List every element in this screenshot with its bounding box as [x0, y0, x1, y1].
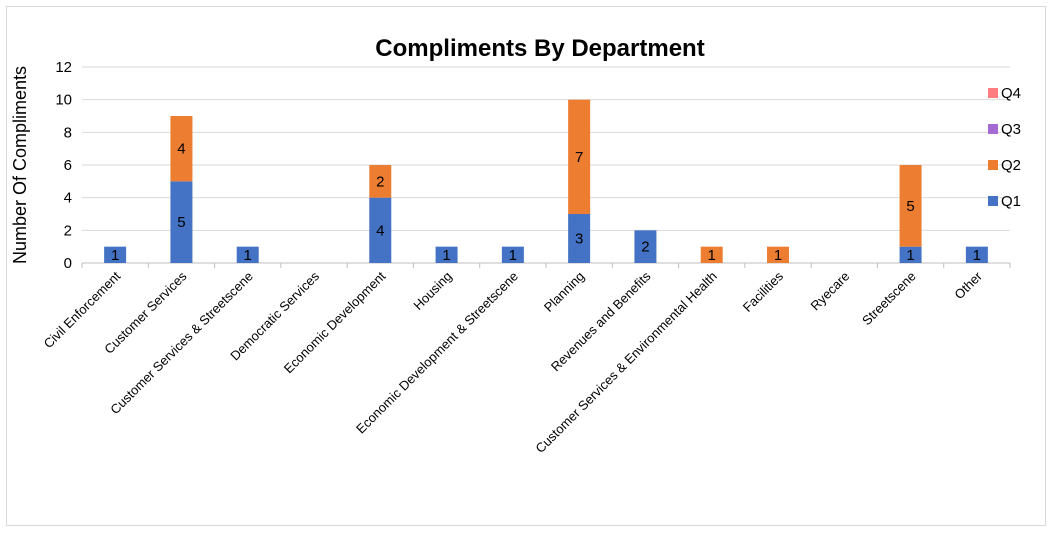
legend-label: Q4 — [1001, 85, 1021, 102]
x-tick-label: Customer Services & Streetscene — [107, 269, 256, 418]
legend-label: Q3 — [1001, 121, 1021, 138]
bar-segment-q2 — [767, 246, 789, 263]
bar-segment-q1 — [501, 246, 524, 263]
legend-label: Q2 — [1001, 157, 1021, 174]
data-label: 1 — [509, 247, 517, 264]
bar-segment-q1 — [369, 197, 392, 263]
legend-label: Q1 — [1001, 193, 1021, 210]
legend-swatch-q1 — [988, 196, 998, 206]
legend-swatch-q4 — [988, 88, 998, 98]
y-tick-label: 4 — [64, 190, 72, 207]
bar-segment-q1 — [965, 246, 988, 263]
bar-segment-q2 — [170, 116, 193, 182]
data-label: 5 — [177, 214, 185, 231]
grid-lines — [81, 66, 1011, 268]
bar-segment-q2 — [369, 165, 392, 198]
data-label: 1 — [973, 247, 981, 264]
data-label: 2 — [641, 239, 649, 256]
data-label: 3 — [575, 231, 583, 248]
x-tick-label: Other — [951, 268, 985, 302]
data-labels: 1 5 4 1 4 2 1 1 3 7 2 1 1 1 5 1 — [111, 141, 981, 264]
x-tick-label: Streetscene — [859, 269, 919, 329]
data-label: 1 — [708, 247, 716, 264]
bar-segment-q2 — [899, 165, 922, 247]
bar-segment-q1 — [236, 246, 259, 263]
bar-segment-q2 — [568, 99, 591, 214]
data-label: 1 — [244, 247, 252, 264]
y-tick-label: 2 — [64, 222, 72, 239]
y-tick-label: 10 — [55, 92, 72, 109]
bars — [104, 99, 988, 263]
data-label: 1 — [906, 247, 914, 264]
y-tick-label: 12 — [55, 59, 72, 76]
legend: Q4 Q3 Q2 Q1 — [988, 85, 1021, 210]
y-tick-label: 8 — [64, 124, 72, 141]
x-tick-label: Ryecare — [808, 269, 853, 314]
data-label: 1 — [442, 247, 450, 264]
x-tick-label: Facilities — [740, 268, 787, 315]
bar-segment-q1 — [104, 246, 127, 263]
y-axis-label: Number Of Compliments — [10, 66, 30, 264]
bar-segment-q2 — [700, 246, 723, 263]
data-label: 1 — [774, 247, 782, 264]
legend-swatch-q2 — [988, 160, 998, 170]
bar-segment-q1 — [170, 181, 193, 263]
chart-frame — [6, 6, 1046, 526]
data-label: 2 — [376, 173, 384, 190]
data-label: 1 — [111, 247, 119, 264]
data-label: 5 — [906, 198, 914, 215]
bar-segment-q1 — [568, 214, 591, 263]
chart-title: Compliments By Department — [375, 35, 704, 62]
data-label: 4 — [177, 141, 185, 158]
bar-segment-q1 — [899, 246, 922, 263]
legend-swatch-q3 — [988, 124, 998, 134]
bar-segment-q1 — [435, 246, 458, 263]
bar-segment-q1 — [634, 230, 657, 263]
x-tick-label: Housing — [410, 269, 454, 313]
data-label: 7 — [575, 149, 583, 166]
y-tick-labels: 0 2 4 6 8 10 12 — [55, 59, 72, 272]
y-tick-label: 0 — [64, 255, 72, 272]
x-tick-label: Planning — [541, 269, 587, 315]
y-tick-label: 6 — [64, 157, 72, 174]
data-label: 4 — [376, 222, 384, 239]
